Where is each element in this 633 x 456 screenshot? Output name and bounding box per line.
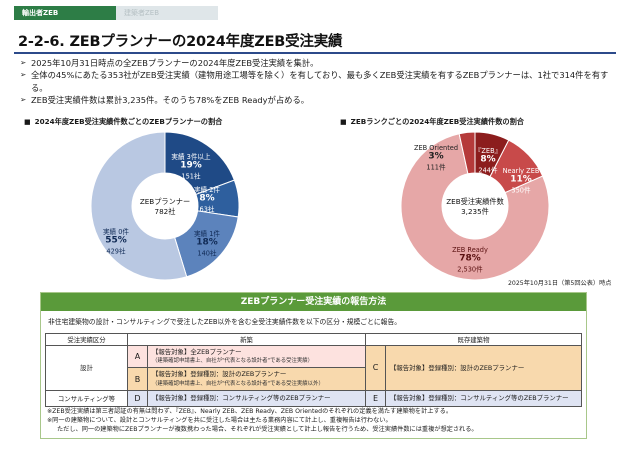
rank-label: 78% [459,254,481,264]
rank-label: 11% [510,175,532,185]
report-header: ZEBプランナー受注実績の報告方法 [41,293,586,311]
col-new: 新築 [127,333,366,346]
page-title: 2-2-6. ZEBプランナーの2024年度ZEB受注実績 [18,34,343,50]
report-footnotes: ※ZEB受注実績は第三者認証の有無は問わず、『ZEB』、Nearly ZEB、Z… [47,407,583,434]
report-intro: 非住宅建築物の設計・コンサルティングで受注したZEB以外を含む全受注実績件数を以… [48,318,402,326]
bullet-list: 2025年10月31日時点の全ZEBプランナーの2024年度ZEB受注実績を集計… [20,57,620,107]
planner-center-label: ZEBプランナー [140,197,190,206]
rank-label: Nearly ZEB [503,167,540,175]
planner-label: 140社 [197,249,217,258]
cell-e: 【報告対象】登録種別：コンサルティング等のZEBプランナー [385,389,582,407]
chart-title-rank: ZEBランクごとの2024年度ZEB受注実績件数の割合 [340,117,524,127]
rank-label: ZEB Oriented [414,144,458,152]
rank-label: 244件 [478,166,498,175]
planner-label: 151社 [181,172,201,181]
cell-a-letter: A [127,344,148,369]
report-method-box: ZEBプランナー受注実績の報告方法 非住宅建築物の設計・コンサルティングで受注し… [40,292,587,439]
cell-e-letter: E [365,389,386,407]
bullet-item: 全体の45%にあたる353社がZEB受注実績（建物用途工場等を除く）を有しており… [20,69,620,94]
rank-label: 2,530件 [457,265,483,274]
planner-label: 18% [196,238,218,248]
col-kind: 受注実績区分 [45,333,128,346]
chart-title-planner: 2024年度ZEB受注実績件数ごとのZEBプランナーの割合 [24,117,223,127]
rank-center-value: 3,235件 [461,207,489,216]
cell-a-line1: 【報告対象】全ZEBプランナー [152,348,242,356]
footnote: ※ZEB受注実績は第三者認証の有無は問わず、『ZEB』、Nearly ZEB、Z… [47,408,453,415]
planner-label: 実績 3件以上 [171,152,211,161]
cell-c-text: 【報告対象】登録種別：設計のZEBプランナー [390,363,525,372]
tab-active[interactable]: 輸出者ZEB [14,6,116,20]
cell-c: 【報告対象】登録種別：設計のZEBプランナー [385,345,582,391]
tab-bar: 輸出者ZEB 建築者ZEB [14,6,218,20]
cell-b-letter: B [127,367,148,391]
row-consult-label: コンサルティング等 [45,389,128,407]
cell-a: 【報告対象】全ZEBプランナー （建築確認申請書上、自社が"代表となる設計者"で… [147,344,366,369]
report-table: 受注実績区分 新築 既存建築物 設計 A 【報告対象】全ZEBプランナー （建築… [45,333,582,407]
tab-inactive[interactable]: 建築者ZEB [116,6,218,20]
rank-label: 『ZEB』 [475,147,501,155]
cell-c-letter: C [365,345,386,391]
cell-a-line2: （建築確認申請書上、自社が"代表となる設計者"である受注実績） [152,358,314,365]
bullet-item: 2025年10月31日時点の全ZEBプランナーの2024年度ZEB受注実績を集計… [20,57,620,70]
planner-label: 実績 2件 [194,185,220,194]
date-note: 2025年10月31日（第5回公表）時点 [508,280,612,287]
bullet-item: ZEB受注実績件数は累計3,235件。そのうち78%をZEB Readyが占める… [20,94,620,107]
planner-label: 19% [180,161,202,171]
planner-label: 実績 1件 [194,229,220,238]
cell-d: 【報告対象】登録種別：コンサルティング等のZEBプランナー [147,389,366,407]
rank-label: ZEB Ready [452,246,488,254]
cell-b-line1: 【報告対象】登録種別：設計のZEBプランナー [152,370,287,379]
footnote: ※同一の建築物について、設計とコンサルティングを共に受注した場合は主たる業務内容… [47,417,392,424]
rank-slice-3 [458,131,476,175]
planner-label: 63社 [200,205,215,214]
rank-center-label: ZEB受注実績件数 [446,197,504,206]
rank-label: 350件 [511,186,531,195]
cell-d-text: 【報告対象】登録種別：コンサルティング等のZEBプランナー [152,394,331,403]
col-existing: 既存建築物 [365,333,582,346]
table-row: コンサルティング等 D 【報告対象】登録種別：コンサルティング等のZEBプランナ… [45,389,582,407]
planner-label: 429社 [106,247,126,256]
cell-b: 【報告対象】登録種別：設計のZEBプランナー （建築確認申請書上、自社が"代表と… [147,367,366,391]
planner-label: 実績 0件 [103,227,129,236]
title-divider [14,52,616,54]
rank-label: 8% [480,155,495,165]
table-row: B 【報告対象】登録種別：設計のZEBプランナー （建築確認申請書上、自社が"代… [46,367,582,391]
cell-d-letter: D [127,389,148,407]
planner-label: 55% [105,236,127,246]
row-design-label: 設計 [45,345,128,391]
table-row: 設計 A 【報告対象】全ZEBプランナー （建築確認申請書上、自社が"代表となる… [45,344,582,391]
planner-center-value: 782社 [155,207,176,216]
planner-label: 8% [199,194,214,204]
planner-slice-3 [90,131,188,281]
table-header-row: 受注実績区分 新築 既存建築物 [45,333,582,346]
cell-b-line2: （建築確認申請書上、自社が"代表となる設計者"である受注実績以外） [152,380,324,387]
rank-label: 3% [428,152,443,162]
cell-e-text: 【報告対象】登録種別：コンサルティング等のZEBプランナー [390,394,569,403]
rank-slice-2 [400,133,550,281]
footnote: ただし、同一の建築物にZEBプランナーが複数携わった場合、それぞれが受注実績とし… [57,426,478,433]
rank-label: 111件 [426,163,446,172]
